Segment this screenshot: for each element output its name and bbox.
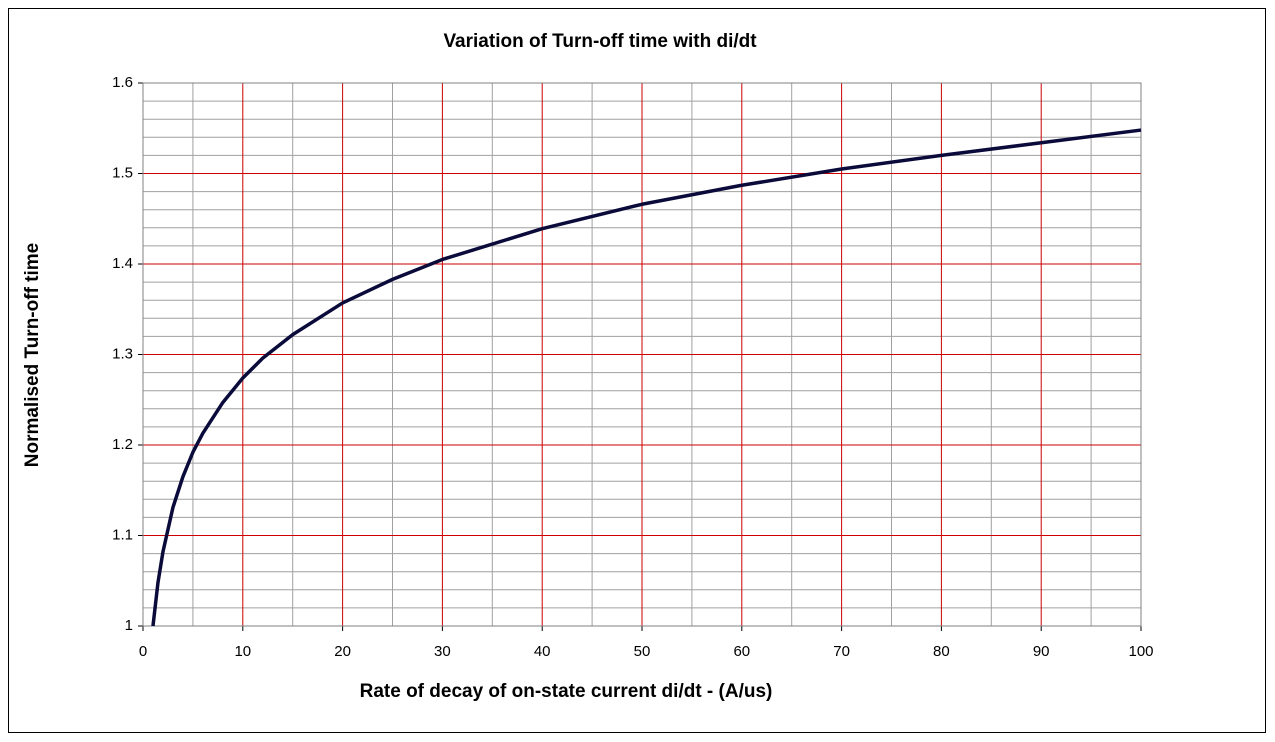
- y-tick-label: 1.6: [112, 74, 133, 91]
- line-series: [151, 128, 1142, 627]
- x-tick-label: 30: [434, 643, 451, 660]
- x-axis-label: Rate of decay of on-state current di/dt …: [360, 681, 773, 702]
- chart-frame: [8, 8, 1266, 733]
- x-tick-label: 80: [933, 643, 950, 660]
- y-axis-label: Normalised Turn-off time: [22, 243, 43, 468]
- y-tick-label: 1: [125, 617, 133, 634]
- y-tick-label: 1.4: [112, 255, 133, 272]
- x-tick-label: 0: [139, 643, 147, 660]
- y-tick-label: 1.1: [112, 526, 133, 543]
- x-tick-label: 40: [534, 643, 551, 660]
- x-tick-label: 60: [733, 643, 750, 660]
- y-tick-label: 1.2: [112, 436, 133, 453]
- x-tick-label: 50: [634, 643, 651, 660]
- plot-frame: [142, 82, 1142, 627]
- x-tick-label: 20: [334, 643, 351, 660]
- x-tick-label: 100: [1128, 643, 1153, 660]
- chart-title: Variation of Turn-off time with di/dt: [443, 31, 757, 52]
- x-tick-label: 10: [234, 643, 251, 660]
- x-tick-label: 90: [1033, 643, 1050, 660]
- x-tick-label: 70: [833, 643, 850, 660]
- y-tick-label: 1.5: [112, 164, 133, 181]
- y-tick-label: 1.3: [112, 345, 133, 362]
